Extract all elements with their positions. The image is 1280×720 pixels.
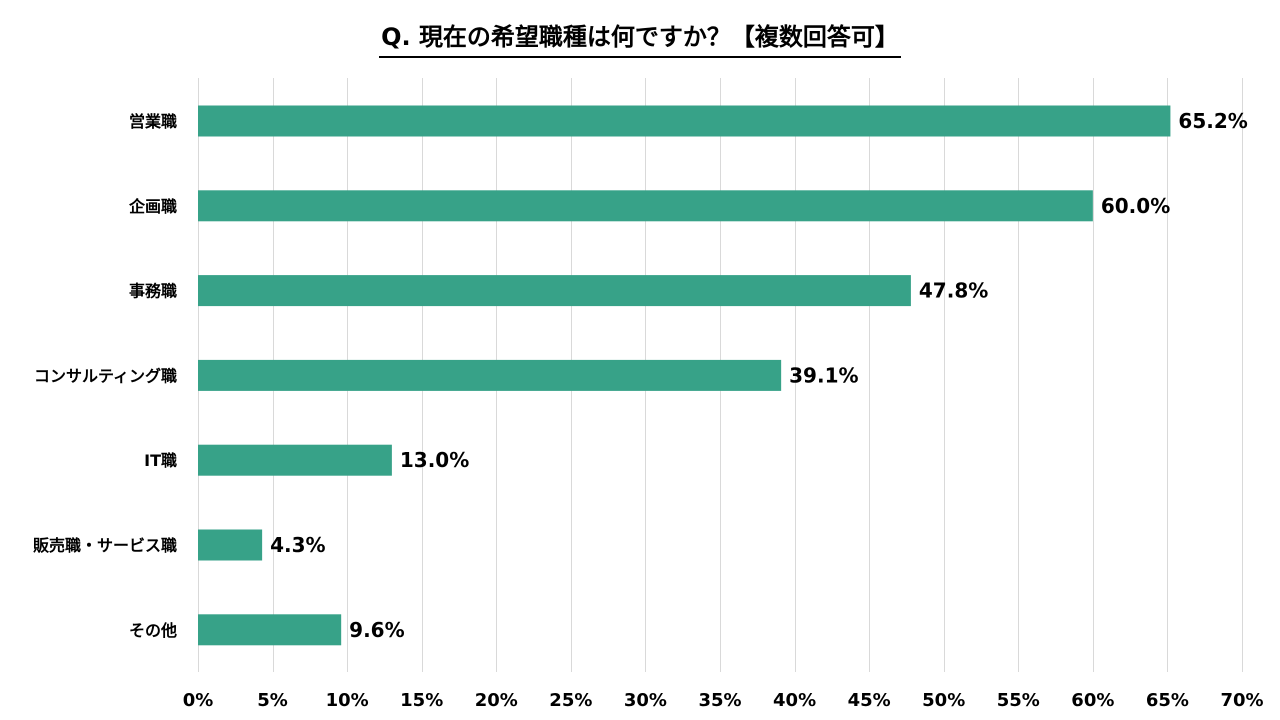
x-tick-label: 55% xyxy=(997,690,1040,711)
chart-title: Q. 現在の希望職種は何ですか？【複数回答可】 xyxy=(0,20,1280,58)
category-label: その他 xyxy=(129,621,177,640)
x-tick-label: 5% xyxy=(257,690,288,711)
category-label: 事務職 xyxy=(129,282,177,301)
bar xyxy=(198,190,1093,222)
data-label: 4.3% xyxy=(270,533,325,557)
data-label: 39.1% xyxy=(789,363,858,387)
x-axis-tick-labels: 0% 5% 10% 15% 20% 25% 30% 35% 40% 45% 50% 55% 60% 65%… xyxy=(183,690,1264,711)
bar xyxy=(198,444,392,476)
x-tick-label: 35% xyxy=(698,690,741,711)
category-label: 営業職 xyxy=(129,112,177,131)
data-label: 9.6% xyxy=(349,618,404,642)
x-tick-label: 20% xyxy=(475,690,518,711)
value-labels: 65.2% 60.0% 47.8% 39.1% 13.0% 4.3% 9.6% xyxy=(270,109,1248,642)
x-tick-label: 65% xyxy=(1146,690,1189,711)
gridlines xyxy=(198,78,1243,672)
x-tick-label: 15% xyxy=(400,690,443,711)
category-label: 販売職・サービス職 xyxy=(33,536,177,555)
bar xyxy=(198,529,263,561)
category-label: IT職 xyxy=(144,451,177,470)
x-tick-label: 25% xyxy=(549,690,592,711)
bar xyxy=(198,614,342,646)
bar xyxy=(198,359,782,391)
category-label: コンサルティング職 xyxy=(34,366,177,385)
chart-title-text: Q. 現在の希望職種は何ですか？【複数回答可】 xyxy=(379,20,901,58)
x-tick-label: 60% xyxy=(1071,690,1114,711)
data-label: 60.0% xyxy=(1101,194,1170,218)
bar xyxy=(198,275,911,307)
x-tick-label: 40% xyxy=(773,690,816,711)
data-label: 47.8% xyxy=(919,279,988,303)
x-tick-label: 10% xyxy=(326,690,369,711)
x-tick-label: 70% xyxy=(1220,690,1263,711)
x-tick-label: 50% xyxy=(922,690,965,711)
x-tick-label: 0% xyxy=(183,690,214,711)
data-label: 65.2% xyxy=(1178,109,1247,133)
x-tick-label: 30% xyxy=(624,690,667,711)
category-label: 企画職 xyxy=(128,197,177,216)
data-label: 13.0% xyxy=(400,448,469,472)
bar xyxy=(198,105,1171,137)
x-tick-label: 45% xyxy=(848,690,891,711)
bars xyxy=(198,105,1171,646)
